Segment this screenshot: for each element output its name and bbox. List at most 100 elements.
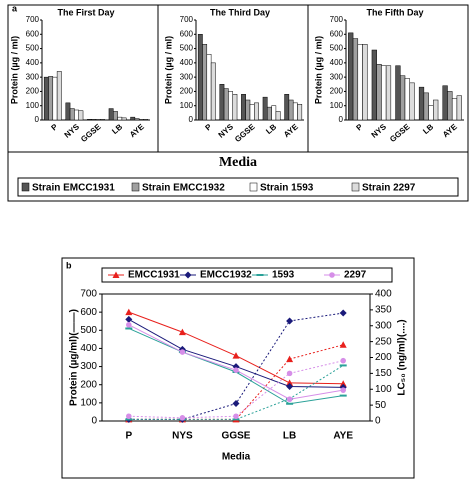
x-tick-label: GGSE — [233, 122, 257, 144]
legend-box — [17, 177, 459, 197]
y-tick-label: 500 — [180, 44, 194, 53]
y2-tick-label: 200 — [375, 352, 392, 363]
marker — [179, 349, 186, 355]
x-tick-label: P — [125, 431, 132, 442]
marker — [184, 271, 192, 279]
marker — [125, 315, 133, 323]
marker — [126, 413, 132, 420]
bar — [404, 78, 410, 121]
y-axis-title: Protein (µg / ml) — [9, 36, 19, 104]
y-tick-label: 300 — [330, 72, 344, 81]
bar — [395, 65, 401, 121]
panel-a-frame — [7, 4, 469, 202]
y-tick-label: 400 — [330, 58, 344, 67]
y-tick-label: 100 — [80, 397, 97, 408]
bar — [271, 105, 277, 121]
marker — [329, 272, 335, 278]
subplot-title: The Third Day — [210, 7, 270, 17]
bar — [43, 76, 49, 121]
bar — [210, 62, 216, 121]
bar — [223, 88, 229, 121]
y2-tick-label: 350 — [375, 305, 392, 316]
y-tick-label: 100 — [180, 101, 194, 110]
y-tick-label: 400 — [80, 343, 97, 354]
legend-label: Strain EMCC1931 — [32, 183, 115, 194]
subplot-title: The First Day — [57, 7, 114, 17]
bar — [371, 49, 377, 121]
bar — [292, 102, 298, 121]
y-tick-label: 200 — [180, 87, 194, 96]
y-axis-title: Protein (µg / ml) — [313, 36, 323, 104]
x-tick-label: P — [355, 122, 365, 133]
marker — [340, 387, 347, 393]
legend-swatch — [21, 182, 30, 192]
panel-b-frame — [61, 257, 415, 479]
bar — [74, 109, 79, 121]
legend-swatch — [131, 182, 140, 192]
marker — [286, 317, 294, 325]
bar — [451, 98, 458, 121]
bar — [267, 106, 272, 121]
legend-label: EMCC1932 — [200, 270, 252, 281]
bar — [134, 118, 140, 121]
legend-swatch — [249, 182, 258, 192]
marker — [232, 400, 240, 408]
y-tick-label: 200 — [330, 87, 344, 96]
legend-swatch — [351, 182, 360, 192]
x-tick-label: AYE — [441, 122, 459, 139]
x-tick-label: LB — [110, 122, 124, 136]
y-tick-label: 500 — [80, 325, 97, 336]
marker — [233, 413, 239, 420]
x-tick-label: NYS — [370, 122, 389, 140]
y-tick-label: 500 — [26, 44, 40, 53]
y-tick-label: 400 — [26, 58, 40, 67]
bar — [423, 92, 429, 121]
bar — [433, 99, 439, 121]
y-tick-label: 600 — [330, 29, 344, 38]
bar — [275, 111, 281, 121]
marker — [286, 370, 293, 377]
x-tick-label: GGSE — [222, 431, 251, 442]
marker — [178, 328, 186, 336]
bar — [108, 108, 114, 121]
bar — [249, 104, 255, 121]
bar — [87, 119, 92, 121]
x-axis-title: Media — [219, 155, 257, 170]
y-tick-label: 600 — [26, 29, 40, 38]
y2-tick-label: 400 — [375, 289, 392, 300]
bar — [48, 76, 54, 121]
bar — [418, 86, 425, 121]
x-tick-label: GGSE — [79, 122, 103, 144]
legend-label: 1593 — [272, 270, 295, 281]
y2-tick-label: 150 — [375, 368, 392, 379]
y-tick-label: 0 — [35, 115, 40, 124]
marker — [232, 352, 240, 359]
bar — [69, 108, 75, 121]
legend-label: Strain EMCC1932 — [142, 183, 225, 194]
bar — [442, 85, 448, 121]
bar — [297, 104, 303, 121]
bar — [262, 96, 268, 121]
marker — [126, 322, 132, 328]
bar — [56, 71, 62, 121]
y-axis-title: Protein (µg/ml)(——) — [69, 309, 80, 406]
bar — [362, 44, 368, 121]
y-tick-label: 500 — [330, 44, 344, 53]
x-tick-label: AYE — [333, 431, 353, 442]
bar — [228, 91, 233, 121]
marker — [286, 396, 293, 403]
y-tick-label: 700 — [180, 15, 194, 24]
bar — [95, 119, 101, 121]
bar — [385, 65, 392, 121]
y-tick-label: 300 — [180, 72, 194, 81]
y2-tick-label: 100 — [375, 384, 392, 395]
x-tick-label: P — [204, 122, 214, 133]
y-tick-label: 300 — [26, 72, 40, 81]
y2-axis-title: LC₅₀ (ng/ml)(....) — [397, 319, 408, 395]
bar — [138, 119, 144, 121]
bar — [245, 99, 251, 121]
bar — [376, 64, 382, 121]
x-axis-title: Media — [222, 452, 251, 463]
y-tick-label: 600 — [180, 29, 194, 38]
